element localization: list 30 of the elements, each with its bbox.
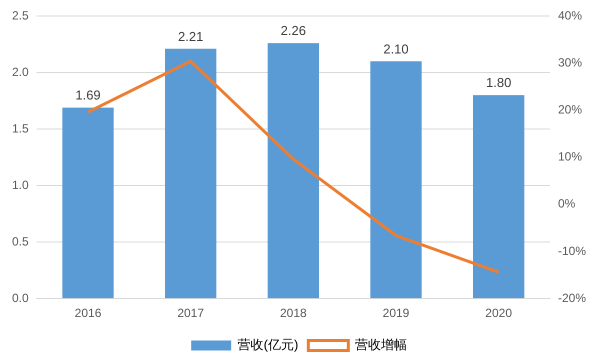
y2-tick-label: 30% <box>558 55 582 70</box>
y-tick-label: 1.5 <box>12 121 29 136</box>
y-tick-label: 0.5 <box>12 234 29 248</box>
y2-tick-label: 0% <box>558 196 576 211</box>
y-tick-label: 0.0 <box>12 290 29 305</box>
legend-label: 营收增幅 <box>354 337 407 352</box>
x-tick-label: 2018 <box>280 306 308 320</box>
bar <box>370 61 422 298</box>
y2-tick-label: 20% <box>558 102 582 117</box>
legend-label: 营收(亿元) <box>238 337 298 352</box>
bar <box>165 48 216 298</box>
x-tick-label: 2019 <box>382 306 410 320</box>
y2-tick-label: -10% <box>558 244 586 258</box>
y2-tick-label: 10% <box>558 150 582 164</box>
x-tick-label: 2020 <box>485 306 512 320</box>
y-tick-label: 1.0 <box>12 178 29 192</box>
y2-tick-label: -20% <box>558 290 586 305</box>
data-label: 2.26 <box>280 23 306 38</box>
bar <box>472 95 524 298</box>
x-tick-label: 2017 <box>177 306 204 320</box>
y2-tick-label: 40% <box>558 8 582 22</box>
bar <box>268 43 319 298</box>
data-label: 2.10 <box>383 41 409 56</box>
x-tick-label: 2016 <box>74 306 102 320</box>
data-label: 1.69 <box>75 88 101 103</box>
data-label: 2.21 <box>178 28 204 44</box>
y-tick-label: 2.0 <box>12 64 29 79</box>
data-label: 1.80 <box>486 75 512 90</box>
y-tick-label: 2.5 <box>12 8 29 22</box>
bar <box>62 108 114 298</box>
